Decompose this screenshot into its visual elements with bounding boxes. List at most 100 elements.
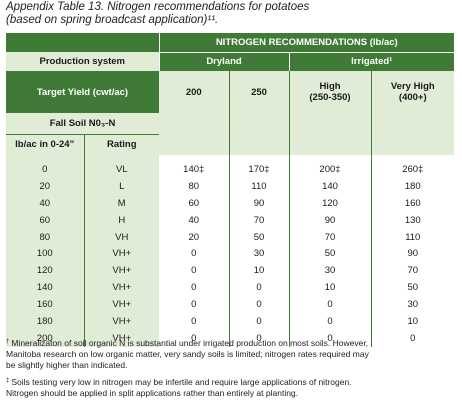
irrigated-very-high-cell: 10 [370,313,455,330]
target-yield-header: Target Yield (cwt/ac) [6,71,159,113]
soil-n-cell: 140 [6,279,84,297]
high-yield-header: High (250-350) [288,71,371,113]
lb-ac-header: lb/ac in 0-24” [6,134,84,155]
irrigated-very-high-cell: 70 [370,262,455,280]
rating-header: Rating [83,134,159,155]
dryland-250-cell: 90 [228,194,289,212]
rating-cell: H [83,211,159,229]
table-row: 160 VH+ 0 0 0 30 [6,296,455,314]
rating-cell: VL [83,155,159,178]
table-row: 40 M 60 90 120 160 [6,194,455,212]
dryland-250-cell: 110 [228,177,289,195]
production-system-header: Production system [6,52,159,71]
soil-n-cell: 80 [6,228,84,246]
irrigated-high-cell: 140 [288,177,371,195]
blank-header-cell [6,33,159,52]
dryland-250-cell: 170‡ [228,155,289,178]
soil-n-cell: 60 [6,211,84,229]
footnote-line: Manitoba research on low organic matter,… [6,349,369,359]
irrigated-very-high-cell: 30 [370,296,455,314]
table-row: 0 VL 140‡ 170‡ 200‡ 260‡ [6,155,455,178]
footnote-irrigated: † Mineralizaton of soil organic N is subs… [6,337,458,371]
irrigated-very-high-cell: 90 [370,245,455,263]
footnote-very-low: ‡ Soils testing very low in nitrogen may … [6,376,458,399]
soil-n-cell: 160 [6,296,84,314]
footnotes: † Mineralizaton of soil organic N is subs… [6,337,458,404]
footnote-text: Mineralizaton of soil organic N is subst… [11,338,369,348]
blank-cell [370,134,455,155]
irrigated-very-high-cell: 180 [370,177,455,195]
rating-cell: VH+ [83,296,159,314]
dryland-250-cell: 30 [228,245,289,263]
irrigated-high-cell: 0 [288,296,371,314]
blank-cell [288,113,371,134]
irrigated-very-high-cell: 50 [370,279,455,297]
soil-n-cell: 100 [6,245,84,263]
rating-cell: VH+ [83,262,159,280]
dryland-250-cell: 50 [228,228,289,246]
blank-cell [228,113,289,134]
soil-n-cell: 180 [6,313,84,330]
irrigated-high-cell: 120 [288,194,371,212]
soil-n-cell: 0 [6,155,84,178]
irrigated-very-high-cell: 160 [370,194,455,212]
dryland-250-cell: 0 [228,313,289,330]
footnote-line: be slightly higher than indicated. [6,360,128,370]
table-row: 80 VH 20 50 70 110 [6,228,455,246]
dryland-200-cell: 140‡ [183,163,205,175]
irrigated-high-cell: 70 [288,228,371,246]
irrigated-high-cell: 30 [288,262,371,280]
blank-cell [288,134,371,155]
footnote-mark: † [6,339,10,345]
dryland-250-cell: 0 [228,279,289,297]
soil-n-cell: 120 [6,262,84,280]
soil-n-cell: 20 [6,177,84,195]
dryland-200-cell: 40 [188,214,200,226]
yield-250-header: 250 [228,71,289,113]
dryland-200-cell: 0 [191,265,197,277]
irrigated-header: Irrigated¹ [288,52,455,71]
very-high-label: Very High [390,81,435,92]
irrigated-high-cell: 200‡ [288,155,371,178]
dryland-200-cell: 60 [188,197,200,209]
recommendations-header: NITROGEN RECOMMENDATIONS (lb/ac) [158,33,455,53]
dryland-250-cell: 0 [228,329,289,347]
dryland-200-cell: 0 [191,248,197,260]
irrigated-very-high-cell: 110 [370,228,455,246]
table-row: 200 VH+ 0 0 0 0 [6,329,455,347]
rating-cell: M [83,194,159,212]
irrigated-high-cell: 0 [288,329,371,347]
irrigated-high-cell: 0 [288,313,371,330]
dryland-200-cell: 0 [191,315,197,327]
blank-cell [159,113,229,134]
rating-cell: VH+ [83,245,159,263]
dryland-200-cell: 20 [188,231,200,243]
irrigated-high-cell: 50 [288,245,371,263]
irrigated-high-cell: 90 [288,211,371,229]
dryland-250-cell: 10 [228,262,289,280]
table-row: 120 VH+ 0 10 30 70 [6,262,455,280]
soil-n-cell: 200 [6,329,84,347]
blank-cell [370,113,455,134]
fall-soil-header: Fall Soil N0₃-N [6,113,159,135]
nitrogen-recommendations-table: NITROGEN RECOMMENDATIONS (lb/ac) Product… [6,33,455,347]
footnote-line: † Mineralizaton of soil organic N is subs… [6,337,458,349]
table-row: 180 VH+ 0 0 0 10 [6,313,455,330]
irrigated-very-high-cell: 0 [370,329,455,347]
dryland-250-cell: 0 [228,296,289,314]
high-range: (250-350) [309,92,351,103]
caption-line-1: Appendix Table 13. Nitrogen recommendati… [6,1,310,13]
blank-cell [228,134,289,155]
rating-cell: L [83,177,159,195]
soil-n-cell: 40 [6,194,84,212]
high-label: High [319,81,341,92]
dryland-200-cell: 0 [191,282,197,294]
dryland-header: Dryland [158,52,289,71]
yield-200-header: 200 [159,71,229,113]
very-high-range: (400+) [398,92,427,103]
blank-cell [159,134,229,155]
caption-line-2: (based on spring broadcast application)¹… [6,14,219,26]
dryland-200-cell: 0 [191,299,197,311]
footnote-line: ‡ Soils testing very low in nitrogen may … [6,376,458,388]
irrigated-very-high-cell: 130 [370,211,455,229]
